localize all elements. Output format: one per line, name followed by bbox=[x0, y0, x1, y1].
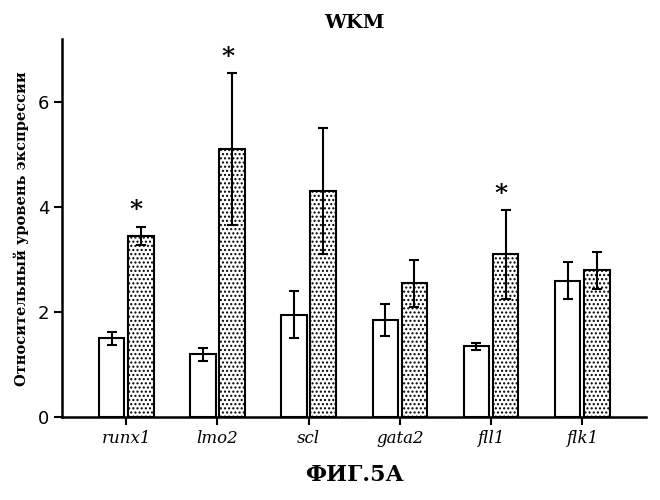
Bar bbox=[219, 150, 245, 417]
Bar bbox=[584, 270, 610, 417]
Bar bbox=[281, 315, 307, 417]
Bar bbox=[372, 320, 398, 417]
Bar bbox=[402, 284, 427, 417]
X-axis label: ФИГ.5А: ФИГ.5А bbox=[305, 464, 404, 486]
Text: *: * bbox=[221, 45, 234, 69]
Y-axis label: Относительный уровень экспрессии: Относительный уровень экспрессии bbox=[14, 70, 30, 386]
Bar bbox=[555, 280, 580, 417]
Bar bbox=[99, 338, 125, 417]
Text: *: * bbox=[494, 182, 508, 206]
Bar bbox=[310, 192, 336, 417]
Bar bbox=[464, 346, 489, 417]
Bar bbox=[493, 254, 518, 417]
Bar bbox=[190, 354, 216, 417]
Bar bbox=[128, 236, 154, 417]
Title: WKM: WKM bbox=[324, 14, 385, 32]
Text: *: * bbox=[130, 198, 143, 222]
